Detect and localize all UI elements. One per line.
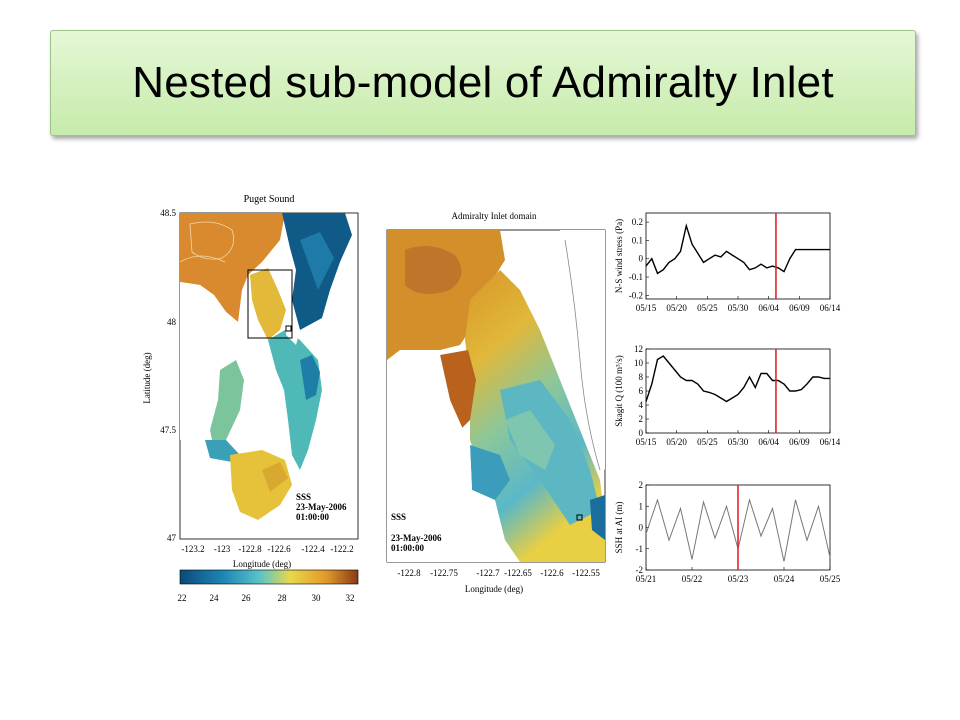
station-marker [285, 325, 292, 332]
inlet-map-xticks: -122.8 -122.75 -122.7 -122.65 -122.6 -12… [397, 568, 600, 578]
puget-xtick: -122.2 [330, 544, 353, 554]
y-tick-label: 2 [639, 480, 644, 490]
inlet-map-title: Admiralty Inlet domain [452, 211, 537, 221]
y-axis-label: N-S wind stress (Pa) [614, 219, 624, 293]
x-tick-label: 06/14 [820, 437, 841, 447]
x-tick-label: 05/25 [820, 574, 841, 584]
inlet-xtick: -122.6 [540, 568, 564, 578]
puget-map-annotation: SSS 23-May-2006 01:00:00 [296, 492, 347, 522]
x-tick-label: 06/04 [758, 303, 779, 313]
x-tick-label: 05/21 [636, 574, 657, 584]
nest-domain-box [247, 269, 293, 339]
time-series-panels: 0.2 0.1 0 -0.1 -0.2 05/15 05/20 05/25 05/30 06/04… [614, 212, 841, 584]
y-tick-label: -0.2 [629, 290, 643, 300]
series-line [645, 223, 830, 275]
x-tick-label: 05/20 [666, 437, 687, 447]
inlet-xtick: -122.7 [476, 568, 500, 578]
puget-map-yticks: 48.5 48 47.5 47 [160, 208, 176, 543]
puget-xtick: -123.2 [181, 544, 204, 554]
x-tick-label: 06/14 [820, 303, 841, 313]
x-tick-label: 05/30 [728, 303, 749, 313]
x-tick-label: 05/15 [636, 303, 657, 313]
inlet-map-field [387, 230, 605, 562]
annotation-time: 01:00:00 [391, 543, 424, 553]
puget-xtick: -122.8 [238, 544, 262, 554]
puget-xtick: -123 [214, 544, 231, 554]
colorbar-tick: 22 [178, 593, 187, 603]
puget-ytick: 48.5 [160, 208, 176, 218]
x-tick-label: 06/04 [758, 437, 779, 447]
x-tick-label: 05/15 [636, 437, 657, 447]
y-tick-label: 6 [639, 386, 644, 396]
y-tick-label: 0 [639, 428, 644, 438]
colorbar-gradient [179, 569, 359, 585]
annotation-date: 23-May-2006 [296, 502, 347, 512]
inlet-xtick: -122.65 [504, 568, 532, 578]
inlet-xtick: -122.75 [430, 568, 458, 578]
time-series-panel-1: 0.2 0.1 0 -0.1 -0.2 05/15 05/20 05/25 05/30 06/04… [614, 212, 841, 313]
y-tick-label: 8 [639, 372, 644, 382]
x-tick-label: 05/24 [774, 574, 795, 584]
x-tick-label: 06/09 [789, 437, 810, 447]
x-tick-label: 05/25 [697, 303, 718, 313]
puget-xtick: -122.6 [267, 544, 291, 554]
colorbar-tick: 30 [312, 593, 322, 603]
inlet-map-annotation: SSS 23-May-2006 01:00:00 [391, 512, 442, 553]
y-tick-label: 10 [634, 358, 644, 368]
inlet-xtick: -122.55 [572, 568, 600, 578]
puget-map-title: Puget Sound [244, 194, 295, 205]
admiralty-inlet-map: Admiralty Inlet domain SSS 23-May-2006 0… [386, 211, 606, 594]
colorbar-tick: 32 [346, 593, 355, 603]
annotation-date: 23-May-2006 [391, 533, 442, 543]
colorbar-tick: 26 [242, 593, 252, 603]
x-tick-label: 05/30 [728, 437, 749, 447]
x-tick-label: 05/22 [682, 574, 703, 584]
y-tick-label: -0.1 [629, 272, 643, 282]
puget-ytick: 47 [167, 533, 177, 543]
y-tick-label: -1 [636, 544, 644, 554]
y-tick-label: 0 [639, 523, 644, 533]
slide-title: Nested sub-model of Admiralty Inlet [132, 58, 834, 107]
puget-ytick: 47.5 [160, 425, 176, 435]
annotation-variable: SSS [391, 512, 406, 522]
inlet-station-marker [576, 514, 583, 521]
time-series-panel-2: 12 10 8 6 4 2 005/15 05/20 05/25 05/30 06/04 06/09 0… [614, 344, 841, 447]
y-tick-label: 12 [634, 344, 643, 354]
puget-map-field [180, 213, 352, 520]
inlet-map-xlabel: Longitude (deg) [465, 584, 523, 594]
y-tick-label: 0.1 [632, 235, 643, 245]
y-tick-label: 2 [639, 414, 644, 424]
x-tick-label: 06/09 [789, 303, 810, 313]
plot-frame [645, 212, 831, 300]
puget-sound-map: Puget Sound [142, 194, 359, 569]
puget-map-xlabel: Longitude (deg) [233, 559, 291, 569]
time-series-panel-3: 2 1 0 -1 -205/21 05/22 05/23 05/24 05/25 SSH at A… [614, 480, 841, 584]
x-tick-label: 05/25 [697, 437, 718, 447]
salinity-colorbar: 22 24 26 28 30 32 [178, 569, 359, 603]
inlet-xtick: -122.8 [397, 568, 421, 578]
y-tick-label: -2 [636, 565, 644, 575]
colorbar-tick: 24 [210, 593, 220, 603]
y-tick-label: 0.2 [632, 217, 643, 227]
plot-frame [645, 348, 831, 434]
annotation-time: 01:00:00 [296, 512, 329, 522]
puget-ytick: 48 [167, 317, 177, 327]
puget-map-xticks: -123.2 -123 -122.8 -122.6 -122.4 -122.2 [181, 544, 353, 554]
slide-title-box: Nested sub-model of Admiralty Inlet [50, 30, 916, 136]
x-tick-label: 05/23 [728, 574, 749, 584]
annotation-variable: SSS [296, 492, 311, 502]
y-axis-label: SSH at AI (m) [614, 502, 624, 554]
y-tick-label: 1 [639, 501, 644, 511]
x-tick-label: 05/20 [666, 303, 687, 313]
colorbar-tick: 28 [278, 593, 288, 603]
series-line [645, 355, 830, 403]
puget-map-ylabel: Latitude (deg) [142, 352, 152, 403]
y-axis-label: Skagit Q (100 m³/s) [614, 355, 624, 426]
y-tick-label: 4 [639, 400, 644, 410]
puget-xtick: -122.4 [301, 544, 325, 554]
y-tick-label: 0 [639, 254, 644, 264]
